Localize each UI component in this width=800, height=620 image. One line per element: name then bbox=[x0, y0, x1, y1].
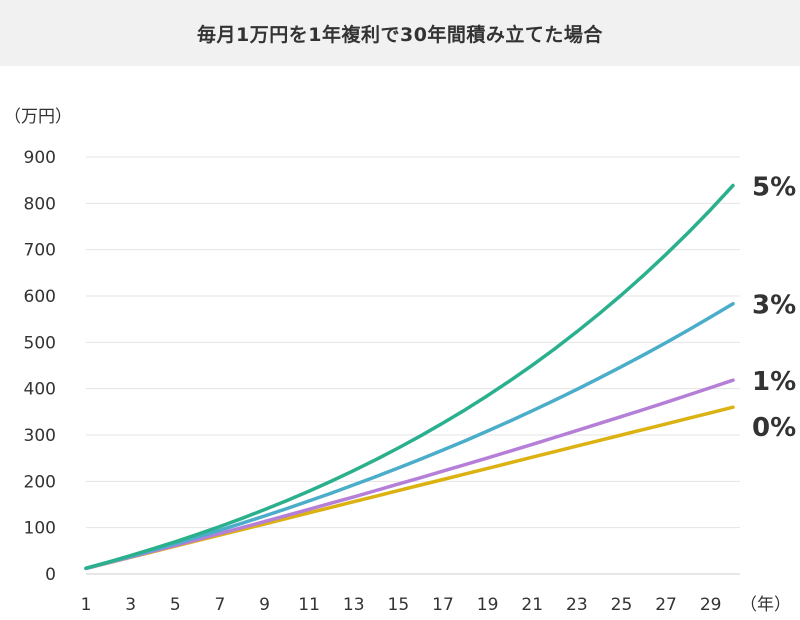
gridlines bbox=[86, 156, 740, 575]
y-tick-label: 800 bbox=[24, 194, 56, 214]
y-tick-label: 200 bbox=[24, 472, 56, 492]
y-tick-label: 700 bbox=[24, 241, 56, 261]
y-tick-label: 400 bbox=[24, 380, 56, 400]
series-end-label: 0% bbox=[752, 413, 796, 443]
chart-title-bar: 毎月1万円を1年複利で30年間積み立てた場合 bbox=[0, 0, 800, 66]
chart-title: 毎月1万円を1年複利で30年間積み立てた場合 bbox=[197, 23, 603, 46]
x-tick-label: 7 bbox=[214, 595, 225, 615]
x-tick-label: 1 bbox=[81, 595, 92, 615]
x-tick-label: 19 bbox=[477, 595, 499, 615]
y-tick-label: 100 bbox=[24, 519, 56, 539]
chart-area: 0 100 200 300 400 500 600 700 800 900 1 3 5 7 9 11 13 15… bbox=[0, 66, 800, 616]
series-end-label: 1% bbox=[752, 367, 796, 397]
series-line-5pct bbox=[84, 183, 735, 570]
x-axis-label: （年） bbox=[740, 595, 791, 615]
y-tick-label: 900 bbox=[24, 148, 56, 168]
x-tick-label: 3 bbox=[125, 595, 136, 615]
x-tick-label: 17 bbox=[432, 595, 454, 615]
x-axis-ticks: 1 3 5 7 9 11 13 15 17 19 21 23 25 27 29 bbox=[81, 595, 722, 615]
x-tick-label: 29 bbox=[700, 595, 722, 615]
x-tick-label: 13 bbox=[343, 595, 365, 615]
x-tick-label: 5 bbox=[170, 595, 181, 615]
x-tick-label: 27 bbox=[655, 595, 677, 615]
series-labels: 5% 3% 1% 0% bbox=[752, 172, 796, 443]
series-end-label: 5% bbox=[752, 172, 796, 202]
x-tick-label: 11 bbox=[298, 595, 320, 615]
y-axis-label: （万円） bbox=[4, 107, 72, 127]
y-tick-label: 500 bbox=[24, 333, 56, 353]
series-line-1pct bbox=[84, 378, 735, 571]
x-tick-label: 9 bbox=[259, 595, 270, 615]
x-tick-label: 25 bbox=[611, 595, 633, 615]
series-lines bbox=[84, 183, 735, 571]
series-end-label: 3% bbox=[752, 291, 796, 321]
x-tick-label: 23 bbox=[566, 595, 588, 615]
x-tick-label: 21 bbox=[521, 595, 543, 615]
y-tick-label: 0 bbox=[45, 565, 56, 585]
y-tick-label: 300 bbox=[24, 426, 56, 446]
y-tick-label: 600 bbox=[24, 287, 56, 307]
series-line-3pct bbox=[84, 301, 735, 571]
x-tick-label: 15 bbox=[388, 595, 410, 615]
y-axis-ticks: 0 100 200 300 400 500 600 700 800 900 bbox=[24, 148, 56, 585]
